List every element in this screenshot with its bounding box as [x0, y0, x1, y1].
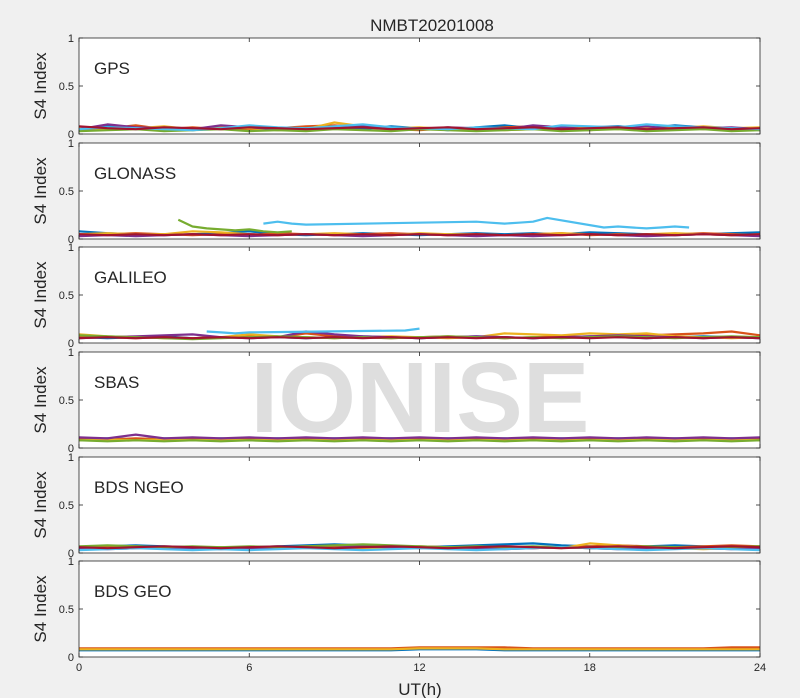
- y-tick-label: 0: [68, 338, 74, 350]
- panel-label: GPS: [94, 59, 130, 78]
- series-line: [78, 545, 761, 550]
- panel-label: GLONASS: [94, 164, 176, 183]
- panels: 0 0.5 1 GPS S4 Index 0 0.5 1 GLONASS S4 Index 0 0.5…: [31, 33, 766, 674]
- panel-sbas: 0 0.5 1 SBAS S4 Index: [31, 347, 761, 455]
- y-tick-label: 1: [68, 138, 74, 150]
- panel-label: BDS NGEO: [94, 478, 184, 497]
- plot-area: [79, 143, 760, 239]
- y-axis-label: S4 Index: [31, 471, 50, 539]
- watermark: IONISE: [251, 342, 590, 454]
- plot-area: [79, 247, 760, 343]
- y-tick-label: 1: [68, 452, 74, 464]
- series-line: [206, 327, 420, 335]
- x-tick-label: 18: [584, 662, 596, 674]
- x-axis-label: UT(h): [398, 680, 441, 698]
- x-tick-label: 6: [246, 662, 252, 674]
- y-axis-label: S4 Index: [31, 52, 50, 120]
- x-tick-label: 24: [754, 662, 766, 674]
- panel-label: BDS GEO: [94, 582, 171, 601]
- y-tick-label: 1: [68, 556, 74, 568]
- panel-bds-geo: 0 0.5 1 0 6 12 18 24 BDS GEO S4 Index: [31, 556, 766, 674]
- y-tick-label: 0.5: [59, 186, 74, 198]
- y-tick-label: 1: [68, 347, 74, 359]
- panel-galileo: 0 0.5 1 GALILEO S4 Index: [31, 242, 761, 350]
- panel-bds-ngeo: 0 0.5 1 BDS NGEO S4 Index: [31, 452, 761, 560]
- figure-title: NMBT20201008: [370, 16, 494, 35]
- y-axis-label: S4 Index: [31, 261, 50, 329]
- plot-area: [79, 457, 760, 553]
- y-tick-label: 0: [68, 234, 74, 246]
- y-tick-label: 0: [68, 652, 74, 664]
- y-tick-label: 0.5: [59, 604, 74, 616]
- y-tick-label: 0: [68, 129, 74, 141]
- y-tick-label: 0.5: [59, 500, 74, 512]
- series-line: [78, 125, 761, 131]
- series-line: [263, 216, 690, 230]
- plot-area: [79, 352, 760, 448]
- plot-area: [79, 561, 760, 657]
- y-tick-label: 0.5: [59, 81, 74, 93]
- panel-label: SBAS: [94, 373, 139, 392]
- y-axis-label: S4 Index: [31, 366, 50, 434]
- x-tick-label: 0: [76, 662, 82, 674]
- plot-area: [79, 38, 760, 134]
- y-axis-label: S4 Index: [31, 575, 50, 643]
- panel-gps: 0 0.5 1 GPS S4 Index: [31, 33, 761, 141]
- y-axis-label: S4 Index: [31, 157, 50, 225]
- y-tick-label: 1: [68, 242, 74, 254]
- y-tick-label: 0.5: [59, 290, 74, 302]
- panel-glonass: 0 0.5 1 GLONASS S4 Index: [31, 138, 761, 246]
- y-tick-label: 0: [68, 548, 74, 560]
- series-line: [177, 218, 292, 234]
- x-tick-label: 12: [413, 662, 425, 674]
- y-tick-label: 1: [68, 33, 74, 45]
- series-line: [78, 233, 761, 237]
- panel-label: GALILEO: [94, 268, 167, 287]
- y-tick-label: 0: [68, 443, 74, 455]
- series-line: [78, 433, 761, 440]
- series-line: [78, 439, 761, 443]
- y-tick-label: 0.5: [59, 395, 74, 407]
- series-line: [79, 647, 760, 651]
- series-line: [78, 336, 761, 340]
